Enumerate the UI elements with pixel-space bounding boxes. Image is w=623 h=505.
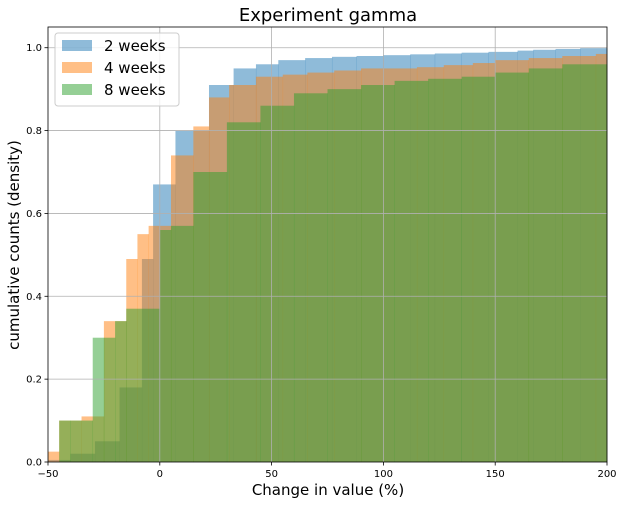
bar bbox=[260, 105, 295, 463]
bar bbox=[170, 225, 194, 462]
y-tick-label: 0.6 bbox=[26, 209, 42, 220]
legend-label: 4 weeks bbox=[104, 59, 166, 77]
bar bbox=[327, 89, 362, 462]
bar bbox=[361, 85, 395, 462]
legend-label: 2 weeks bbox=[104, 37, 166, 55]
bar bbox=[115, 321, 127, 462]
bar bbox=[495, 72, 530, 462]
bar bbox=[48, 451, 60, 462]
series-3 bbox=[59, 64, 608, 463]
bar bbox=[193, 172, 228, 462]
bar bbox=[562, 64, 608, 462]
bar bbox=[293, 93, 328, 462]
x-axis-ticks: −50 0 50 100 150 200 bbox=[37, 462, 617, 480]
y-tick-label: 0.0 bbox=[26, 458, 42, 469]
bar bbox=[59, 420, 71, 462]
x-tick-label: 150 bbox=[486, 469, 505, 480]
bar bbox=[528, 68, 563, 463]
y-tick-label: 1.0 bbox=[26, 43, 42, 54]
bar bbox=[92, 337, 105, 462]
legend-swatch bbox=[62, 62, 92, 73]
bar bbox=[226, 122, 261, 462]
legend-swatch bbox=[62, 84, 92, 95]
legend-label: 8 weeks bbox=[104, 81, 166, 99]
plot-frame bbox=[47, 26, 608, 463]
bar bbox=[126, 308, 161, 462]
bar bbox=[103, 337, 116, 462]
bar bbox=[461, 76, 496, 463]
x-tick-label: 200 bbox=[597, 469, 616, 480]
bar bbox=[70, 420, 94, 462]
legend-swatch bbox=[62, 40, 92, 51]
x-tick-label: −50 bbox=[37, 469, 58, 480]
chart-title: Experiment gamma bbox=[239, 5, 417, 26]
grid-lines bbox=[48, 27, 607, 462]
legend: 2 weeks 4 weeks 8 weeks bbox=[54, 32, 180, 107]
bar bbox=[159, 230, 172, 462]
bar bbox=[428, 78, 462, 462]
y-tick-label: 0.8 bbox=[26, 126, 42, 137]
x-axis-label: Change in value (%) bbox=[252, 481, 404, 499]
plot-area bbox=[47, 26, 608, 463]
y-tick-label: 0.2 bbox=[26, 375, 42, 386]
y-axis-label: cumulative counts (density) bbox=[5, 140, 23, 350]
y-tick-label: 0.4 bbox=[26, 292, 42, 303]
x-tick-label: 100 bbox=[374, 469, 393, 480]
bar bbox=[394, 80, 429, 463]
x-tick-label: 50 bbox=[265, 469, 278, 480]
x-tick-label: 0 bbox=[157, 469, 163, 480]
y-axis-ticks: 0.0 0.2 0.4 0.6 0.8 1.0 bbox=[26, 43, 48, 469]
